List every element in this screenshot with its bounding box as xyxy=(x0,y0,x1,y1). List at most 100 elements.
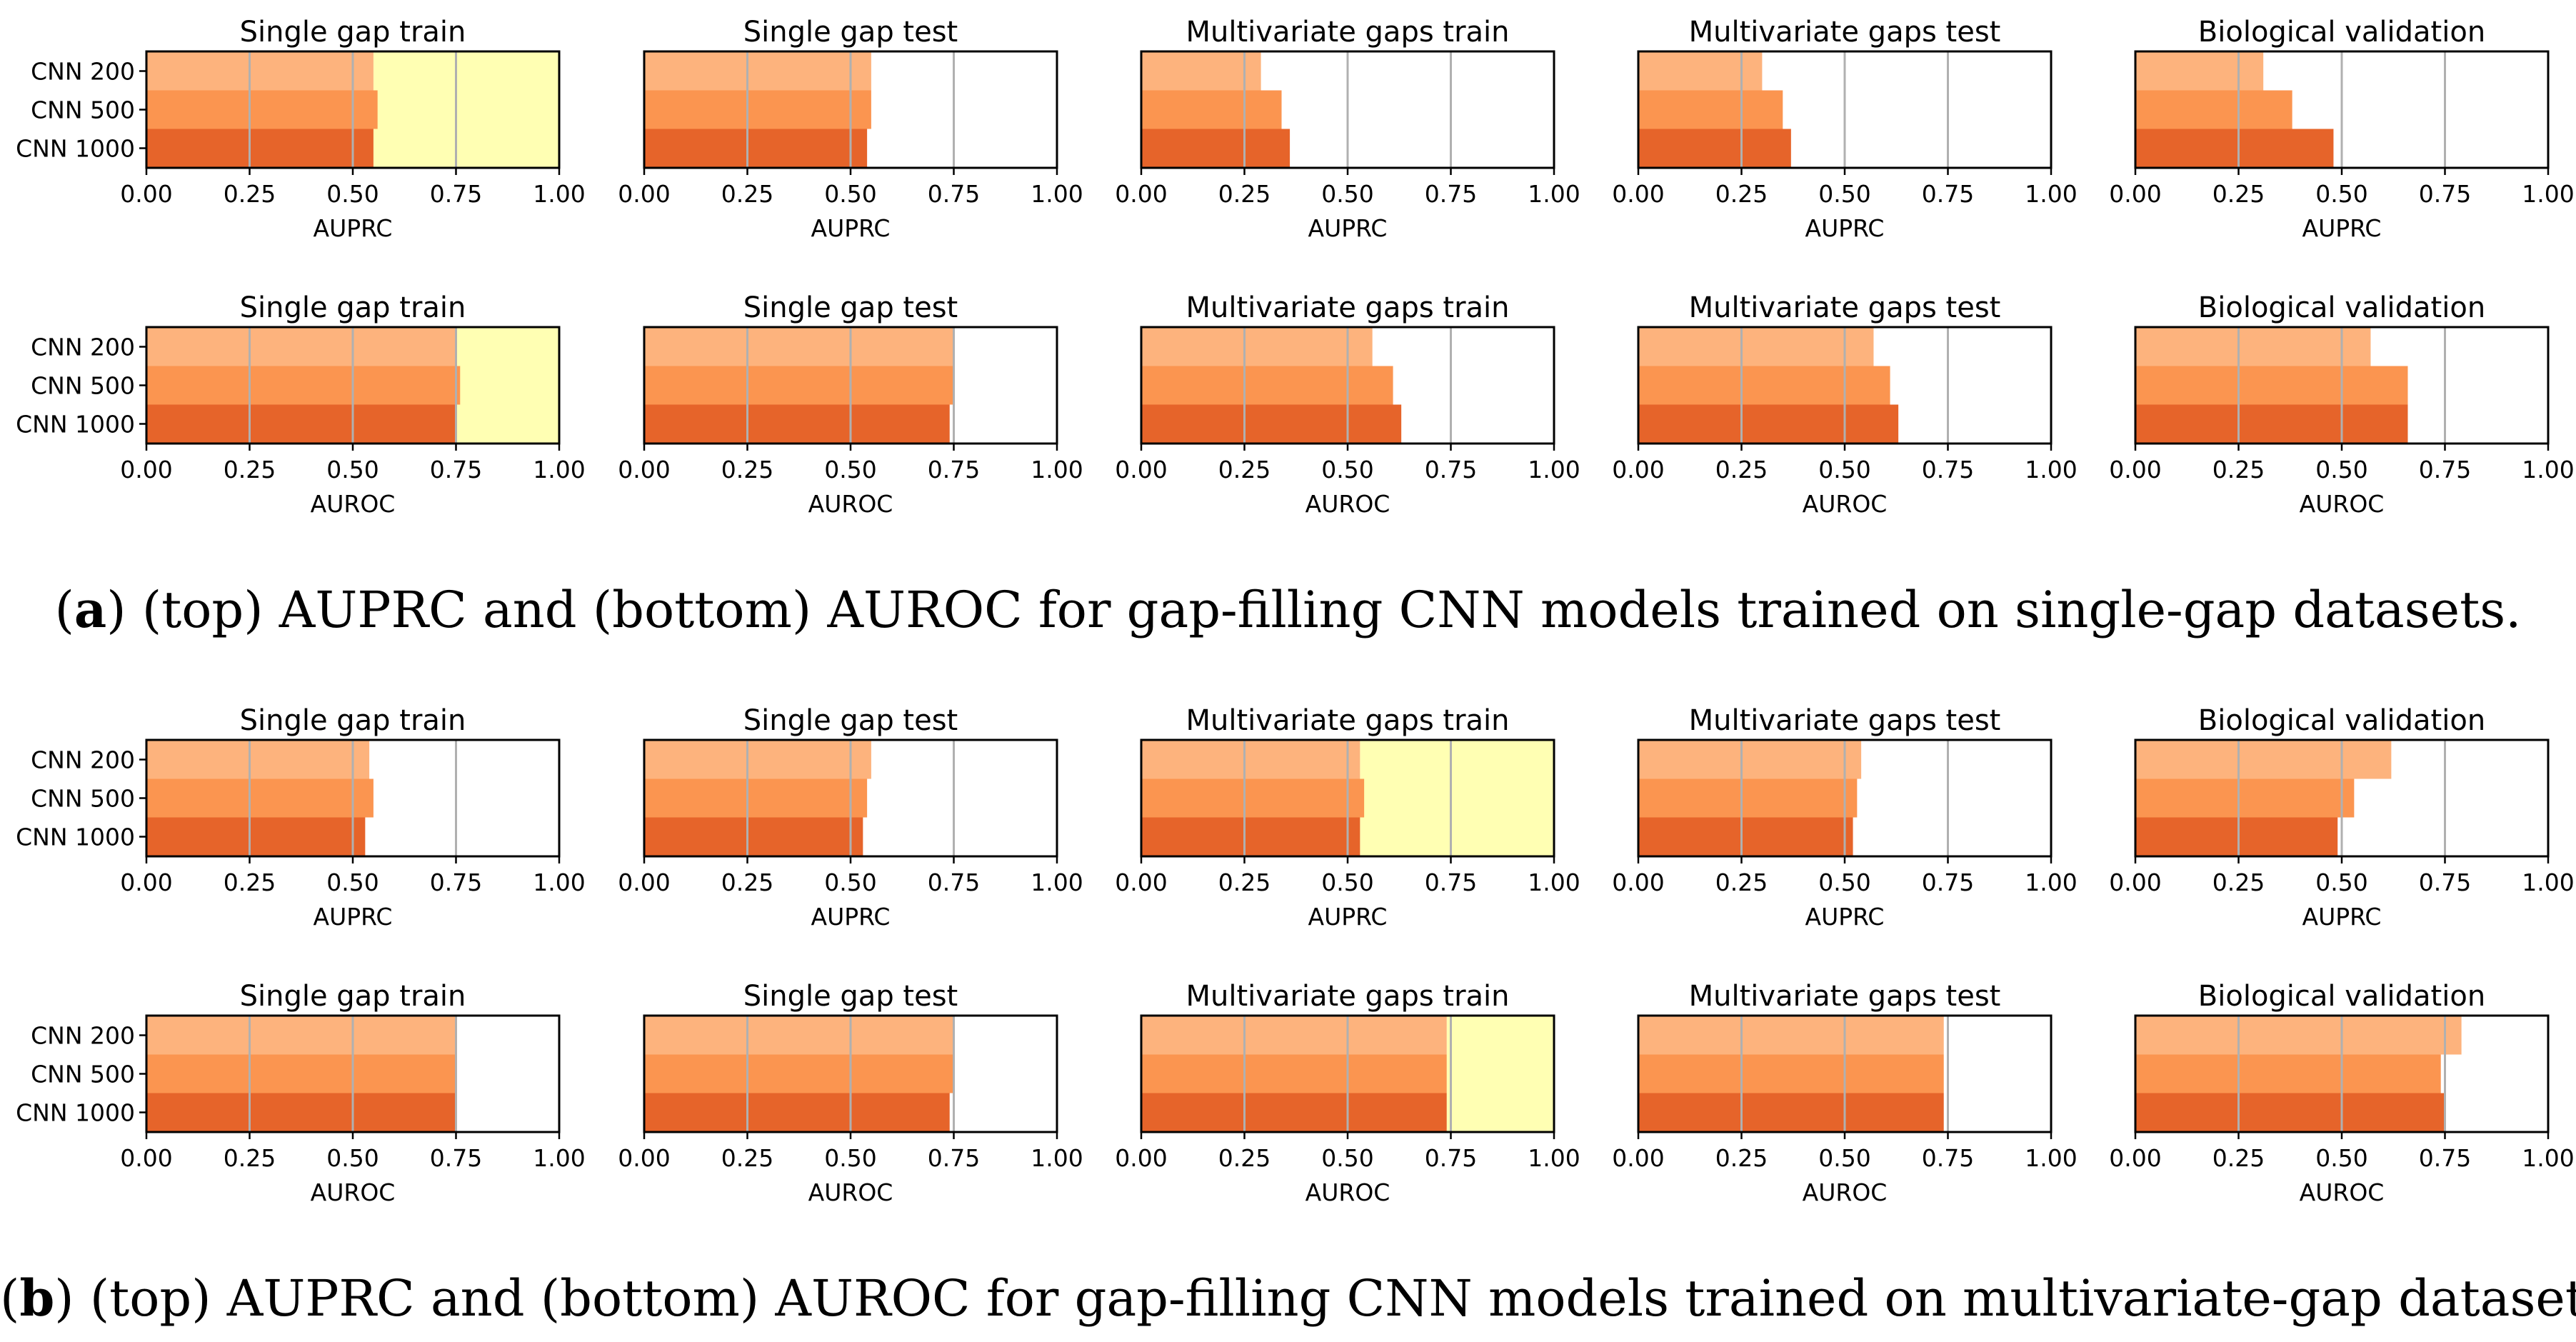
bar xyxy=(1141,366,1393,405)
bar xyxy=(1638,1054,1944,1093)
x-axis-label: AUPRC xyxy=(314,214,393,242)
x-tick-label: 0.25 xyxy=(721,456,773,484)
bar xyxy=(644,1016,954,1055)
x-tick-label: 0.50 xyxy=(326,456,379,484)
axes-frame xyxy=(2134,326,2550,445)
bar xyxy=(2135,740,2392,779)
x-tick-label: 0.00 xyxy=(1115,180,1167,208)
x-tick-label: 0.25 xyxy=(2212,456,2265,484)
x-axis-label: AUPRC xyxy=(1805,903,1885,931)
x-tick-label: 1.00 xyxy=(2025,456,2077,484)
y-tick-label: CNN 500 xyxy=(31,785,135,813)
x-tick-label: 0.50 xyxy=(824,456,876,484)
x-tick-label: 0.50 xyxy=(2315,1144,2367,1172)
subplot-title: Biological validation xyxy=(2198,16,2485,49)
x-tick-label: 0.75 xyxy=(430,456,482,484)
x-axis-label: AUROC xyxy=(311,1178,396,1206)
subplot-title: Multivariate gaps test xyxy=(1689,980,2001,1013)
bar xyxy=(1141,817,1360,856)
x-tick-label: 0.25 xyxy=(2212,1144,2265,1172)
caption-a-letter: a xyxy=(74,580,107,639)
x-tick-label: 0.75 xyxy=(1425,180,1477,208)
subplot-title: Single gap train xyxy=(240,980,466,1013)
bar xyxy=(1638,90,1783,129)
subplot-8: 0.00 0.25 0.50 0.75 1.00 Multivariate gaps tr… xyxy=(1115,291,1580,518)
bar xyxy=(644,1093,950,1132)
y-tick-label: CNN 1000 xyxy=(16,135,135,163)
bar xyxy=(1638,1093,1944,1132)
subplot-3: 0.00 0.25 0.50 0.75 1.00 Multivariate gaps tr… xyxy=(1115,16,1580,242)
x-tick-label: 1.00 xyxy=(2522,180,2574,208)
axes-frame xyxy=(1637,738,2053,858)
subplot-title: Single gap test xyxy=(743,16,958,49)
bar xyxy=(146,778,374,818)
subplot-title: Single gap test xyxy=(743,291,958,324)
bar xyxy=(1141,404,1402,444)
x-tick-label: 1.00 xyxy=(533,456,585,484)
y-tick-label: CNN 200 xyxy=(31,1022,135,1050)
bar xyxy=(1141,1093,1447,1132)
x-tick-label: 0.25 xyxy=(224,180,276,208)
x-tick-label: 0.75 xyxy=(430,180,482,208)
x-axis-label: AUROC xyxy=(1305,1178,1390,1206)
x-tick-label: 0.50 xyxy=(1321,868,1373,896)
x-tick-label: 0.00 xyxy=(1115,1144,1167,1172)
bar xyxy=(1141,1016,1447,1055)
subplot-title: Multivariate gaps train xyxy=(1186,291,1510,324)
x-tick-label: 0.00 xyxy=(2109,456,2161,484)
subplot-15: 0.00 0.25 0.50 0.75 1.00 Biological validatio… xyxy=(2109,704,2574,931)
bar xyxy=(146,1054,456,1093)
bar xyxy=(1141,740,1360,779)
x-axis-label: AUROC xyxy=(2300,490,2385,518)
bar xyxy=(146,366,461,405)
bar xyxy=(2135,327,2371,366)
x-tick-label: 0.25 xyxy=(721,180,773,208)
y-tick-label: CNN 1000 xyxy=(16,823,135,851)
subplot-16: 0.00 0.25 0.50 0.75 1.00 Single gap train AURO… xyxy=(16,980,586,1206)
x-tick-label: 0.00 xyxy=(120,868,172,896)
bar xyxy=(146,1093,456,1132)
bar xyxy=(146,90,378,129)
x-tick-label: 0.25 xyxy=(2212,180,2265,208)
bar xyxy=(644,129,868,168)
y-tick-label: CNN 500 xyxy=(31,1061,135,1088)
x-axis-label: AUPRC xyxy=(1308,214,1388,242)
subplot-7: 0.00 0.25 0.50 0.75 1.00 Single gap test AUROC xyxy=(618,291,1083,518)
x-tick-label: 0.50 xyxy=(1818,868,1870,896)
subplot-10: 0.00 0.25 0.50 0.75 1.00 Biological validatio… xyxy=(2109,291,2574,518)
x-tick-label: 0.50 xyxy=(2315,868,2367,896)
x-tick-label: 0.25 xyxy=(1218,1144,1271,1172)
x-axis-label: AUPRC xyxy=(811,214,891,242)
x-tick-label: 0.25 xyxy=(224,868,276,896)
y-tick-label: CNN 200 xyxy=(31,334,135,361)
x-tick-label: 0.50 xyxy=(1321,456,1373,484)
axes-frame xyxy=(643,50,1058,169)
x-tick-label: 0.25 xyxy=(1715,868,1768,896)
x-tick-label: 1.00 xyxy=(2522,1144,2574,1172)
subplot-title: Single gap test xyxy=(743,980,958,1013)
x-axis-label: AUPRC xyxy=(2302,903,2382,931)
x-tick-label: 0.50 xyxy=(1321,180,1373,208)
bar xyxy=(1638,404,1899,444)
subplot-5: 0.00 0.25 0.50 0.75 1.00 Biological validatio… xyxy=(2109,16,2574,242)
x-tick-label: 0.25 xyxy=(1715,456,1768,484)
x-tick-label: 0.50 xyxy=(824,868,876,896)
x-tick-label: 0.50 xyxy=(1321,1144,1373,1172)
axes-frame xyxy=(1140,738,1555,858)
x-tick-label: 0.00 xyxy=(1612,180,1664,208)
x-tick-label: 0.00 xyxy=(618,1144,670,1172)
x-tick-label: 0.75 xyxy=(1425,456,1477,484)
x-tick-label: 0.50 xyxy=(824,1144,876,1172)
x-tick-label: 0.00 xyxy=(1612,868,1664,896)
y-tick-label: CNN 500 xyxy=(31,372,135,400)
bar xyxy=(1638,740,1862,779)
x-tick-label: 0.00 xyxy=(618,868,670,896)
subplot-title: Biological validation xyxy=(2198,704,2485,737)
subplot-12: 0.00 0.25 0.50 0.75 1.00 Single gap test AUPRC xyxy=(618,704,1083,931)
x-tick-label: 1.00 xyxy=(1528,180,1580,208)
bar xyxy=(2135,366,2408,405)
axes-frame xyxy=(2134,738,2550,858)
x-tick-label: 0.00 xyxy=(2109,1144,2161,1172)
x-tick-label: 0.00 xyxy=(1115,868,1167,896)
